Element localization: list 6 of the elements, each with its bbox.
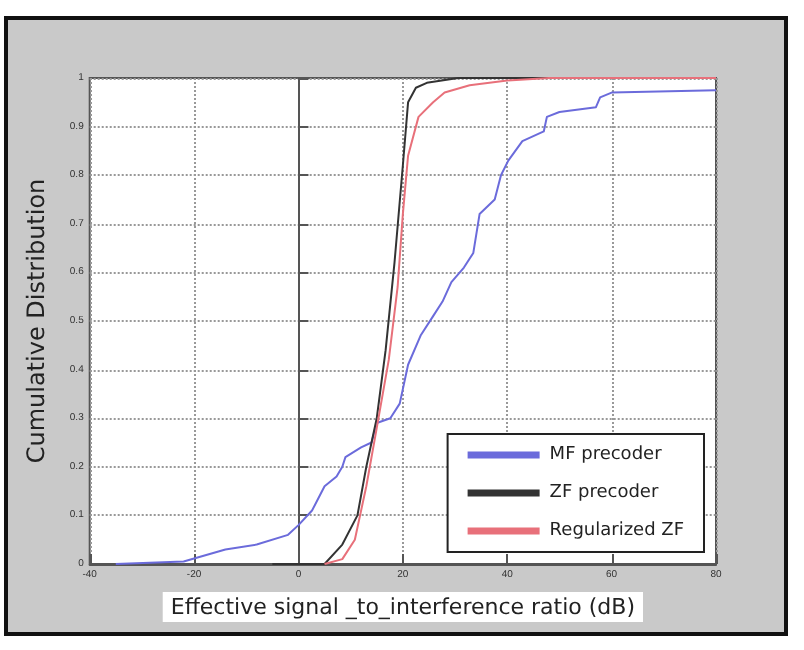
legend-label: ZF precoder xyxy=(549,483,659,503)
legend-label: MF precoder xyxy=(549,445,663,465)
line-series xyxy=(114,89,717,565)
y-axis-title: Cumulative Distribution xyxy=(22,178,50,464)
x-axis-title: Effective signal _to_interference ratio (dB) xyxy=(170,594,635,620)
legend-label: Regularized ZF xyxy=(549,521,685,541)
